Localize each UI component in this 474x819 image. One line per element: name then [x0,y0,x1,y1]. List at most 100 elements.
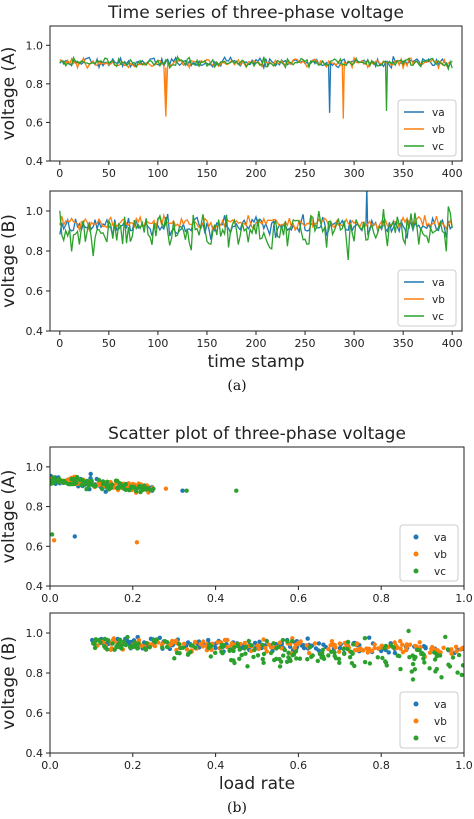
x-tick-label: 350 [393,167,414,180]
x-tick-label: 300 [344,167,365,180]
point-vc [439,675,444,680]
point-vb [181,641,187,646]
point-vc [127,644,133,650]
legend-label-vc: vc [434,566,446,578]
point-vc [106,483,111,488]
point-vb [292,645,297,651]
point-vc [351,642,356,647]
x-tick-label: 50 [102,167,116,180]
point-vc [93,484,98,489]
point-vc [213,650,218,655]
point-vb [298,639,303,644]
point-vc [237,656,242,661]
point-vb [337,641,342,646]
point-vc [71,476,76,482]
point-vc [93,637,99,642]
point-vb [332,642,337,648]
point-vc [297,656,303,661]
y-tick-label: 0.8 [26,78,44,91]
point-vb [215,640,220,645]
point-vc [350,651,355,656]
x-tick-label: 300 [344,337,365,350]
point-vc [268,650,274,656]
point-vc [188,643,193,648]
point-vc [252,647,257,653]
point-vc [409,669,414,674]
legend-swatch-va [413,701,419,707]
x-tick-label: 0.6 [290,759,308,772]
point-vc [341,646,346,652]
y-tick-label: 0.4 [26,747,44,760]
point-vb [429,646,434,652]
point-vc [219,644,224,650]
point-vb [263,645,268,651]
y-tick-label: 1.0 [26,627,44,640]
point-vb [169,642,174,647]
point-vb [312,641,318,646]
point-vb [364,646,369,651]
point-vc [144,641,149,646]
point-vc [106,487,112,492]
point-vc [294,656,299,661]
point-vc [84,487,89,492]
y-tick-label: 0.4 [26,325,44,338]
legend: va vb vc [397,269,457,327]
x-tick-label: 350 [393,337,414,350]
point-vc [260,656,265,662]
point-vc [309,654,314,659]
point-vc [92,642,97,647]
point-vc [174,650,180,655]
chart-ts-a: Time series of three-phase voltage 0 50 100… [0,3,463,180]
point-vc [117,637,123,642]
point-vc [50,478,53,483]
point-vc [347,655,353,660]
point-vb [198,641,203,647]
point-vb [255,643,260,648]
point-vc [285,639,290,644]
point-vc [321,656,327,661]
point-vc [116,644,122,649]
legend-label-vc: vc [432,311,444,323]
legend-label-va: va [434,699,447,711]
caption-b: (b) [227,800,247,816]
point-vc [337,660,342,665]
legend: va vb vc [397,99,457,157]
point-vc [239,652,244,658]
point-vc [105,637,110,643]
point-vc [160,645,165,650]
legend-swatch-vc [413,735,419,741]
point-vc [336,656,342,662]
point-vc [104,647,110,652]
legend-label-vb: vb [434,549,447,561]
point-vc [432,657,438,662]
point-vc [432,650,437,655]
series-points-vc [50,474,239,537]
point-vc [307,645,313,650]
point-vb [400,650,406,655]
point-vc [395,653,400,658]
point-vc [443,634,448,640]
x-tick-label: 0.2 [124,592,142,605]
point-vc [172,656,177,661]
x-tick-label: 1.0 [455,759,473,772]
point-vc [362,659,368,665]
x-tick-label: 0.8 [372,759,390,772]
caption-a: (a) [227,378,246,394]
point-vc [388,643,394,648]
point-vc [261,651,267,657]
point-vc [115,478,120,484]
point-vc [277,664,283,669]
y-tick-label: 1.0 [26,461,44,474]
x-tick-label: 0.6 [290,592,308,605]
point-vc [282,647,287,653]
point-vc [115,485,120,491]
plot-area [50,471,239,545]
point-vc [237,647,242,652]
x-tick-label: 0.0 [41,759,59,772]
point-vb [400,642,405,647]
point-va [72,534,78,539]
chart-sc-b: 0.0 0.2 0.4 0.6 0.8 1.0 0.4 0.6 0.8 1.0 voltage (B… [0,612,473,794]
point-vc [242,646,247,651]
point-va [423,645,428,650]
point-vc [410,653,415,658]
